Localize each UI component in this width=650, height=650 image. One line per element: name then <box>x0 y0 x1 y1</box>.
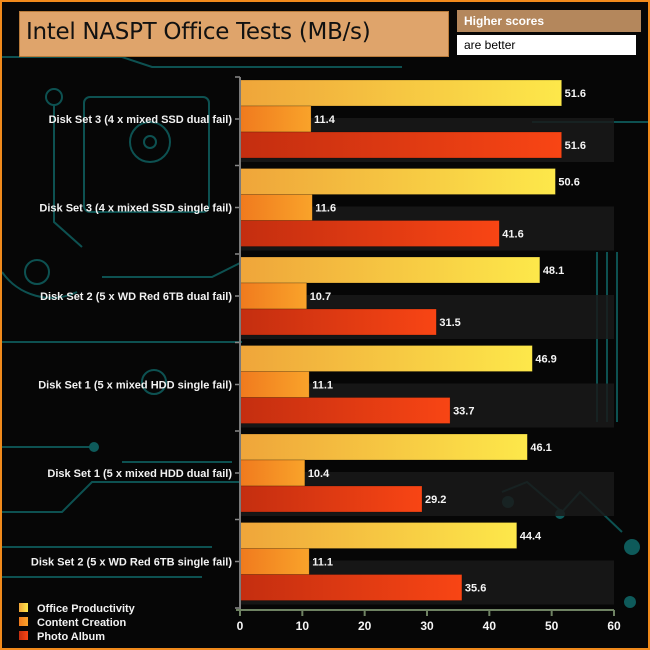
category-label: Disk Set 1 (5 x mixed HDD dual fail) <box>47 468 232 480</box>
chart-title-box: Intel NASPT Office Tests (MB/s) <box>19 11 449 57</box>
legend-swatch <box>19 617 28 626</box>
category-label: Disk Set 2 (5 x WD Red 6TB single fail) <box>31 557 232 569</box>
legend-label: Content Creation <box>37 617 127 629</box>
x-tick-label: 0 <box>237 619 244 633</box>
circuit-trace <box>83 96 210 213</box>
value-label: 29.2 <box>425 494 446 506</box>
are-better-note: are better <box>457 35 636 55</box>
circuit-node <box>624 596 636 608</box>
value-label: 10.4 <box>308 468 330 480</box>
bar-photo-album <box>239 574 463 601</box>
x-tick-label: 30 <box>420 619 434 633</box>
value-label: 10.7 <box>310 291 331 303</box>
bar-content-creation <box>239 371 310 398</box>
bar-office-productivity <box>239 79 562 107</box>
value-label: 44.4 <box>520 531 542 543</box>
circuit-trace <box>2 546 212 578</box>
category-label: Disk Set 1 (5 x mixed HDD single fail) <box>38 380 232 392</box>
category-label: Disk Set 2 (5 x WD Red 6TB dual fail) <box>40 291 232 303</box>
bar-photo-album <box>239 308 437 336</box>
value-label: 31.5 <box>439 317 460 329</box>
circuit-node <box>624 539 640 555</box>
legend-label: Photo Album <box>37 631 105 643</box>
value-label: 51.6 <box>565 140 586 152</box>
circuit-trace <box>141 369 167 395</box>
value-label: 46.9 <box>535 354 556 366</box>
value-label: 35.6 <box>465 583 486 595</box>
bar-content-creation <box>239 105 312 133</box>
bar-photo-album <box>239 131 562 159</box>
value-label: 50.6 <box>558 177 579 189</box>
bar-office-productivity <box>239 256 541 284</box>
legend-swatch <box>19 631 28 640</box>
bar-office-productivity <box>239 345 533 372</box>
legend-label: Office Productivity <box>37 603 136 615</box>
value-label: 48.1 <box>543 265 564 277</box>
legend-swatch <box>19 603 28 612</box>
circuit-trace <box>2 56 402 68</box>
bar-office-productivity <box>239 522 518 549</box>
value-label: 51.6 <box>565 88 586 100</box>
value-label: 11.6 <box>315 203 336 215</box>
bar-office-productivity <box>239 433 528 461</box>
category-label: Disk Set 3 (4 x mixed SSD single fail) <box>39 203 232 215</box>
x-tick-label: 50 <box>545 619 559 633</box>
circuit-trace <box>53 105 83 248</box>
bar-content-creation <box>239 282 307 310</box>
circuit-trace <box>143 135 157 149</box>
bar-photo-album <box>239 397 451 424</box>
bar-photo-album <box>239 485 423 513</box>
bar-content-creation <box>239 194 313 221</box>
value-label: 11.4 <box>314 114 336 126</box>
chart-title: Intel NASPT Office Tests (MB/s) <box>26 19 371 45</box>
circuit-trace <box>102 261 243 278</box>
bar-content-creation <box>239 548 310 575</box>
category-label: Disk Set 3 (4 x mixed SSD dual fail) <box>49 114 233 126</box>
value-label: 11.1 <box>312 380 333 392</box>
circuit-trace <box>129 121 171 163</box>
x-tick-label: 20 <box>358 619 372 633</box>
x-tick-label: 40 <box>483 619 497 633</box>
circuit-node <box>89 442 99 452</box>
bar-photo-album <box>239 220 500 247</box>
bar-content-creation <box>239 459 306 487</box>
circuit-trace <box>2 271 78 299</box>
x-tick-label: 60 <box>607 619 621 633</box>
value-label: 46.1 <box>530 442 551 454</box>
bar-office-productivity <box>239 168 556 195</box>
value-label: 33.7 <box>453 406 474 418</box>
value-label: 41.6 <box>502 229 523 241</box>
circuit-trace <box>24 259 50 285</box>
higher-scores-note: Higher scores <box>457 10 641 32</box>
x-tick-label: 10 <box>296 619 310 633</box>
circuit-trace <box>2 446 242 513</box>
value-label: 11.1 <box>312 557 333 569</box>
